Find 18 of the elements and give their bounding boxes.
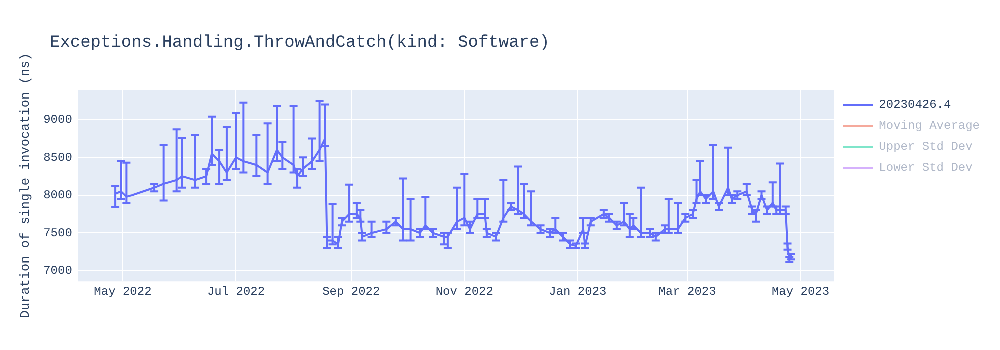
x-tick-label: Mar 2023 bbox=[658, 284, 716, 299]
y-tick-label: 8000 bbox=[44, 188, 72, 203]
legend-label: Moving Average bbox=[879, 119, 980, 134]
x-tick-label: Nov 2022 bbox=[436, 284, 494, 299]
chart-title: Exceptions.Handling.ThrowAndCatch(kind: Software) bbox=[50, 34, 550, 53]
y-tick-label: 9000 bbox=[44, 113, 72, 128]
x-tick-label: May 2023 bbox=[772, 284, 830, 299]
x-tick-label: Sep 2022 bbox=[322, 284, 380, 299]
x-tick-label: Jan 2023 bbox=[549, 284, 607, 299]
x-tick-label: Jul 2022 bbox=[207, 284, 266, 299]
legend-label: Upper Std Dev bbox=[879, 140, 973, 154]
y-tick-label: 8500 bbox=[44, 150, 72, 165]
y-tick-label: 7500 bbox=[44, 226, 72, 240]
legend-label: Lower Std Dev bbox=[879, 161, 973, 176]
legend-label: 20230426.4 bbox=[879, 98, 952, 112]
x-tick-label: May 2022 bbox=[94, 284, 152, 299]
y-axis-title: Duration of single invocation (ns) bbox=[18, 53, 34, 318]
y-tick-label: 7000 bbox=[44, 264, 72, 278]
